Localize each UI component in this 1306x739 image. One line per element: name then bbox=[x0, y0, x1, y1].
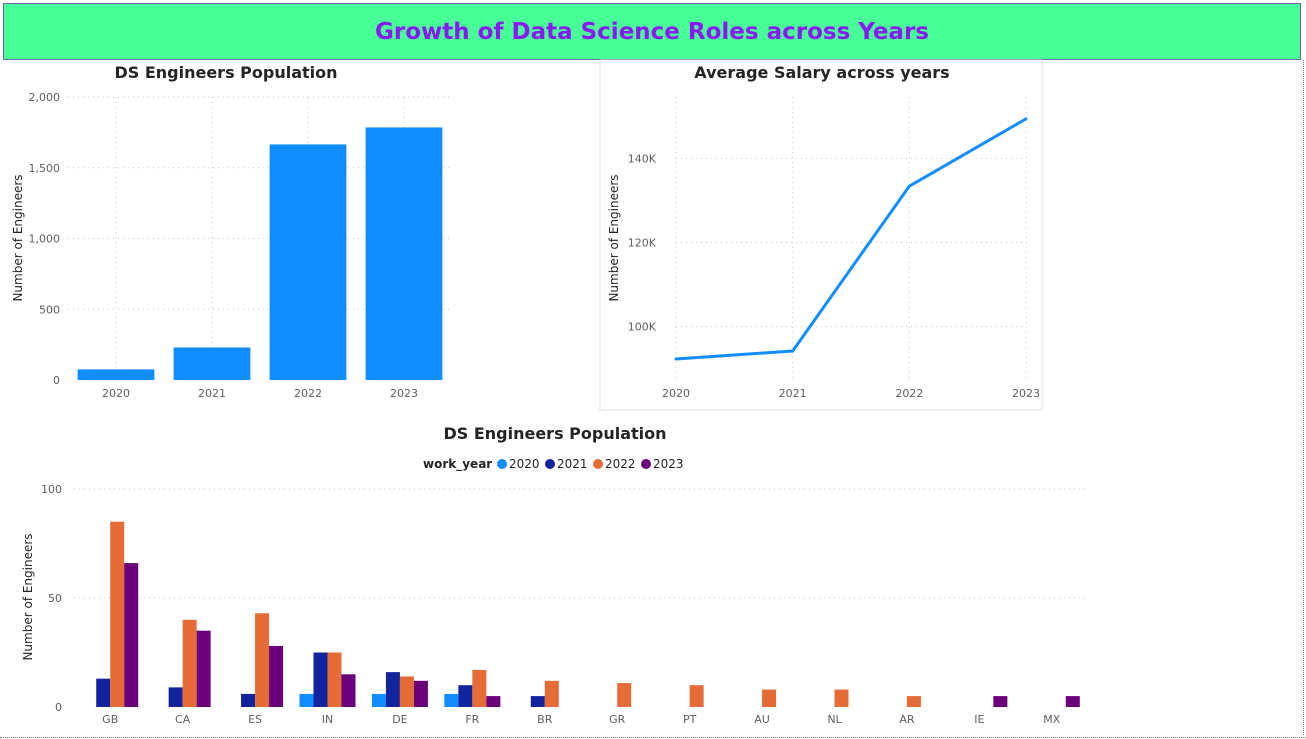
bar-GB-2021[interactable] bbox=[96, 678, 111, 707]
bar-2023[interactable] bbox=[365, 127, 443, 380]
bar-ES-2022[interactable] bbox=[255, 613, 270, 707]
y-axis-label: Number of Engineers bbox=[11, 174, 25, 301]
x-tick-label: 2020 bbox=[662, 387, 690, 400]
legend-title: work_year bbox=[423, 457, 492, 472]
x-tick-label: 2023 bbox=[1012, 387, 1040, 400]
bar-DE-2022[interactable] bbox=[399, 676, 414, 707]
chart-title: DS Engineers Population bbox=[443, 424, 666, 443]
legend-label: 2023 bbox=[653, 457, 684, 471]
bar-GB-2022[interactable] bbox=[110, 521, 125, 707]
y-tick-label: 0 bbox=[53, 374, 60, 387]
x-tick-label: NL bbox=[827, 713, 842, 726]
chart-title: Average Salary across years bbox=[694, 63, 949, 82]
x-tick-label: IN bbox=[322, 713, 333, 726]
average-salary-chart[interactable]: Average Salary across years Number of En… bbox=[607, 63, 1040, 400]
salary-point-2021[interactable] bbox=[791, 349, 795, 353]
x-tick-label: ES bbox=[248, 713, 262, 726]
y-tick-label: 1,500 bbox=[29, 162, 61, 175]
bar-CA-2021[interactable] bbox=[168, 687, 183, 707]
y-tick-label: 0 bbox=[55, 701, 62, 714]
x-tick-label: CA bbox=[175, 713, 191, 726]
ds-engineers-by-year-chart[interactable]: DS Engineers Population Number of Engine… bbox=[11, 63, 452, 400]
visual-right-border bbox=[1303, 60, 1304, 735]
legend-label: 2020 bbox=[509, 457, 540, 471]
y-tick-label: 140K bbox=[628, 152, 657, 165]
x-tick-label: PT bbox=[683, 713, 697, 726]
bar-GR-2022[interactable] bbox=[617, 683, 632, 707]
x-tick-label: AU bbox=[754, 713, 770, 726]
salary-point-2020[interactable] bbox=[674, 357, 678, 361]
bar-IN-2020[interactable] bbox=[299, 693, 314, 707]
y-axis-label: Number of Engineers bbox=[607, 174, 621, 301]
x-tick-label: MX bbox=[1043, 713, 1060, 726]
bar-DE-2021[interactable] bbox=[385, 672, 400, 707]
dashboard-title: Growth of Data Science Roles across Year… bbox=[375, 18, 929, 45]
legend-marker-2020[interactable] bbox=[497, 459, 507, 469]
bar-DE-2023[interactable] bbox=[413, 680, 428, 707]
bar-FR-2021[interactable] bbox=[458, 685, 473, 707]
bar-MX-2023[interactable] bbox=[1065, 696, 1080, 707]
legend-marker-2022[interactable] bbox=[593, 459, 603, 469]
salary-point-2022[interactable] bbox=[907, 184, 911, 188]
bar-IE-2023[interactable] bbox=[993, 696, 1008, 707]
x-tick-label: 2022 bbox=[895, 387, 923, 400]
y-tick-label: 2,000 bbox=[29, 91, 61, 104]
bar-AR-2022[interactable] bbox=[906, 696, 921, 707]
ds-engineers-by-country-chart[interactable]: DS Engineers Population Number of Engine… bbox=[21, 424, 1088, 726]
x-tick-label: IE bbox=[974, 713, 984, 726]
x-tick-label: 2021 bbox=[779, 387, 807, 400]
bar-BR-2021[interactable] bbox=[530, 696, 545, 707]
x-tick-label: FR bbox=[465, 713, 479, 726]
x-tick-label: GB bbox=[102, 713, 118, 726]
salary-point-2023[interactable] bbox=[1024, 117, 1028, 121]
x-tick-label: GR bbox=[609, 713, 626, 726]
x-tick-label: 2022 bbox=[294, 387, 322, 400]
x-tick-label: BR bbox=[537, 713, 553, 726]
y-tick-label: 120K bbox=[628, 236, 657, 249]
bar-2020[interactable] bbox=[77, 369, 155, 380]
bar-CA-2023[interactable] bbox=[196, 630, 211, 707]
bar-BR-2022[interactable] bbox=[544, 680, 559, 707]
bar-ES-2021[interactable] bbox=[241, 693, 256, 707]
salary-line[interactable] bbox=[675, 117, 1027, 361]
legend-marker-2023[interactable] bbox=[641, 459, 651, 469]
bar-2022[interactable] bbox=[269, 144, 347, 380]
x-tick-label: 2023 bbox=[390, 387, 418, 400]
title-banner: Growth of Data Science Roles across Year… bbox=[3, 3, 1301, 60]
bar-2021[interactable] bbox=[173, 347, 251, 380]
y-tick-label: 100 bbox=[41, 483, 62, 496]
x-tick-label: 2020 bbox=[102, 387, 130, 400]
bar-ES-2023[interactable] bbox=[269, 645, 284, 707]
y-tick-label: 50 bbox=[48, 592, 62, 605]
bar-AU-2022[interactable] bbox=[762, 689, 777, 707]
bar-CA-2022[interactable] bbox=[182, 619, 197, 707]
visual-bottom-border bbox=[0, 737, 1306, 738]
bar-IN-2021[interactable] bbox=[313, 652, 328, 708]
bar-GB-2023[interactable] bbox=[124, 563, 139, 707]
bar-FR-2020[interactable] bbox=[444, 693, 459, 707]
chart-title: DS Engineers Population bbox=[114, 63, 337, 82]
x-tick-label: 2021 bbox=[198, 387, 226, 400]
legend-label: 2021 bbox=[557, 457, 588, 471]
x-tick-label: DE bbox=[392, 713, 407, 726]
legend-label: 2022 bbox=[605, 457, 636, 471]
y-tick-label: 1,000 bbox=[29, 233, 61, 246]
bar-DE-2020[interactable] bbox=[371, 693, 386, 707]
y-tick-label: 500 bbox=[39, 303, 60, 316]
bar-NL-2022[interactable] bbox=[834, 689, 849, 707]
bar-IN-2022[interactable] bbox=[327, 652, 342, 708]
legend-marker-2021[interactable] bbox=[545, 459, 555, 469]
bar-IN-2023[interactable] bbox=[341, 674, 356, 707]
bar-FR-2023[interactable] bbox=[486, 696, 501, 707]
legend[interactable]: work_year 2020 2021 2022 2023 bbox=[423, 457, 684, 472]
x-tick-label: AR bbox=[899, 713, 915, 726]
line-chart-frame bbox=[599, 59, 1043, 411]
bar-PT-2022[interactable] bbox=[689, 685, 704, 707]
bar-FR-2022[interactable] bbox=[472, 669, 487, 707]
y-tick-label: 100K bbox=[628, 321, 657, 334]
y-axis-label: Number of Engineers bbox=[21, 533, 35, 660]
